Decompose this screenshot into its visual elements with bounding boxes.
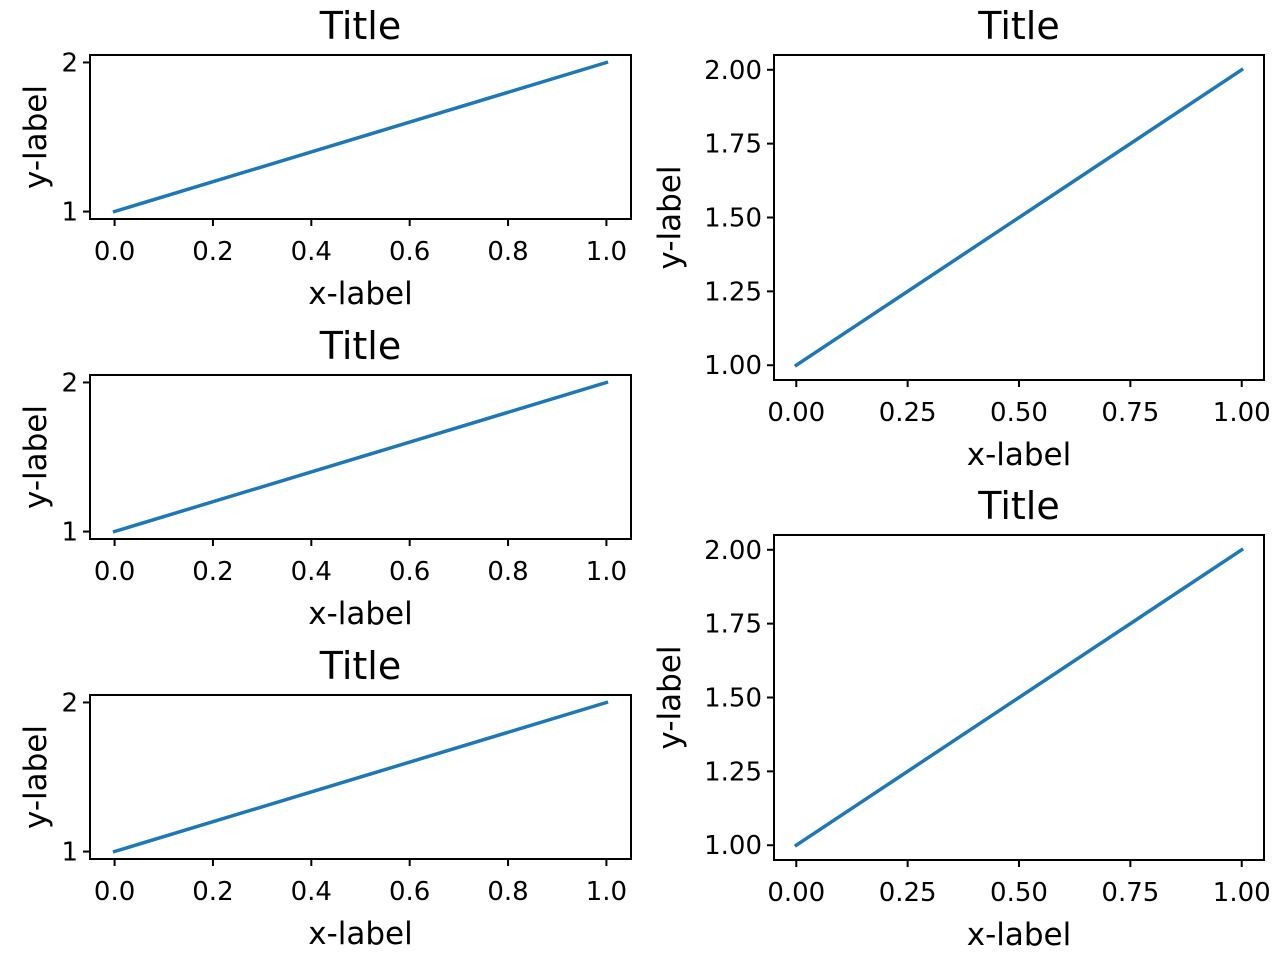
y-axis-label: y-label <box>18 85 54 189</box>
y-tick-label: 1 <box>61 518 78 548</box>
x-tick-label: 0.50 <box>990 398 1048 428</box>
axes-frame <box>89 694 632 860</box>
y-tick-label: 1 <box>61 198 78 228</box>
x-tick-label: 0.00 <box>767 878 825 908</box>
subplot-5: 0.00 0.25 0.50 0.75 1.00 1.00 1.25 1.50 1.75 2.00… <box>652 484 1271 953</box>
y-tick-label: 1.50 <box>704 204 762 234</box>
x-tick-label: 0.4 <box>291 237 332 267</box>
x-axis-label: x-label <box>967 917 1072 953</box>
x-tick-label: 0.00 <box>767 398 825 428</box>
x-tick-label: 1.00 <box>1213 398 1271 428</box>
axes-frame <box>89 54 632 220</box>
x-tick-label: 0.75 <box>1101 398 1159 428</box>
x-tick-label: 1.0 <box>586 877 627 907</box>
plot-title: Title <box>977 484 1059 528</box>
x-tick-label: 1.0 <box>586 237 627 267</box>
x-tick-label: 0.8 <box>487 237 528 267</box>
y-tick-label: 1.25 <box>704 277 762 307</box>
subplot-3: 0.0 0.2 0.4 0.6 0.8 1.0 1 2 Title x-label y-label <box>18 644 632 952</box>
plot-title: Title <box>319 644 401 688</box>
x-axis-label: x-label <box>308 276 413 312</box>
x-tick-label: 0.4 <box>291 877 332 907</box>
y-axis-label: y-label <box>652 166 688 270</box>
plot-title: Title <box>319 4 401 48</box>
y-tick-label: 1.00 <box>704 351 762 381</box>
y-tick-label: 2.00 <box>704 536 762 566</box>
y-tick-label: 2 <box>61 48 78 78</box>
x-tick-label: 0.6 <box>389 877 430 907</box>
y-tick-label: 1.00 <box>704 831 762 861</box>
y-tick-label: 2 <box>61 688 78 718</box>
x-tick-label: 0.2 <box>192 557 233 587</box>
series-line <box>793 547 1245 848</box>
x-tick-label: 0.50 <box>990 878 1048 908</box>
y-axis-label: y-label <box>652 646 688 750</box>
subplot-2: 0.0 0.2 0.4 0.6 0.8 1.0 1 2 Title x-label y-label <box>18 324 632 632</box>
y-tick-label: 1.75 <box>704 130 762 160</box>
plot-title: Title <box>319 324 401 368</box>
x-tick-label: 0.0 <box>94 877 135 907</box>
x-tick-label: 0.2 <box>192 877 233 907</box>
x-tick-label: 0.25 <box>879 878 937 908</box>
x-tick-label: 0.6 <box>389 237 430 267</box>
y-tick-label: 1.50 <box>704 684 762 714</box>
x-tick-label: 0.4 <box>291 557 332 587</box>
y-tick-label: 1.25 <box>704 757 762 787</box>
series-line <box>112 700 609 854</box>
series-line <box>112 380 609 534</box>
y-tick-label: 2 <box>61 368 78 398</box>
x-tick-label: 0.25 <box>879 398 937 428</box>
y-axis-label: y-label <box>18 405 54 509</box>
subplot-1: 0.0 0.2 0.4 0.6 0.8 1.0 1 2 Title x-label y-label <box>18 4 632 312</box>
axes-frame <box>89 374 632 540</box>
x-tick-label: 0.8 <box>487 877 528 907</box>
y-tick-label: 1.75 <box>704 610 762 640</box>
x-tick-label: 1.0 <box>586 557 627 587</box>
x-tick-label: 0.75 <box>1101 878 1159 908</box>
y-tick-label: 1 <box>61 838 78 868</box>
x-tick-label: 0.0 <box>94 237 135 267</box>
series-line <box>793 67 1245 368</box>
x-tick-label: 0.0 <box>94 557 135 587</box>
y-tick-label: 2.00 <box>704 56 762 86</box>
x-axis-label: x-label <box>967 437 1072 473</box>
x-tick-label: 0.8 <box>487 557 528 587</box>
series-line <box>112 60 609 214</box>
x-tick-label: 0.6 <box>389 557 430 587</box>
subplot-4: 0.00 0.25 0.50 0.75 1.00 1.00 1.25 1.50 1.75 2.00… <box>652 4 1271 473</box>
y-axis-label: y-label <box>18 725 54 829</box>
plot-title: Title <box>977 4 1059 48</box>
x-axis-label: x-label <box>308 596 413 632</box>
x-tick-label: 0.2 <box>192 237 233 267</box>
x-tick-label: 1.00 <box>1213 878 1271 908</box>
x-axis-label: x-label <box>308 916 413 952</box>
